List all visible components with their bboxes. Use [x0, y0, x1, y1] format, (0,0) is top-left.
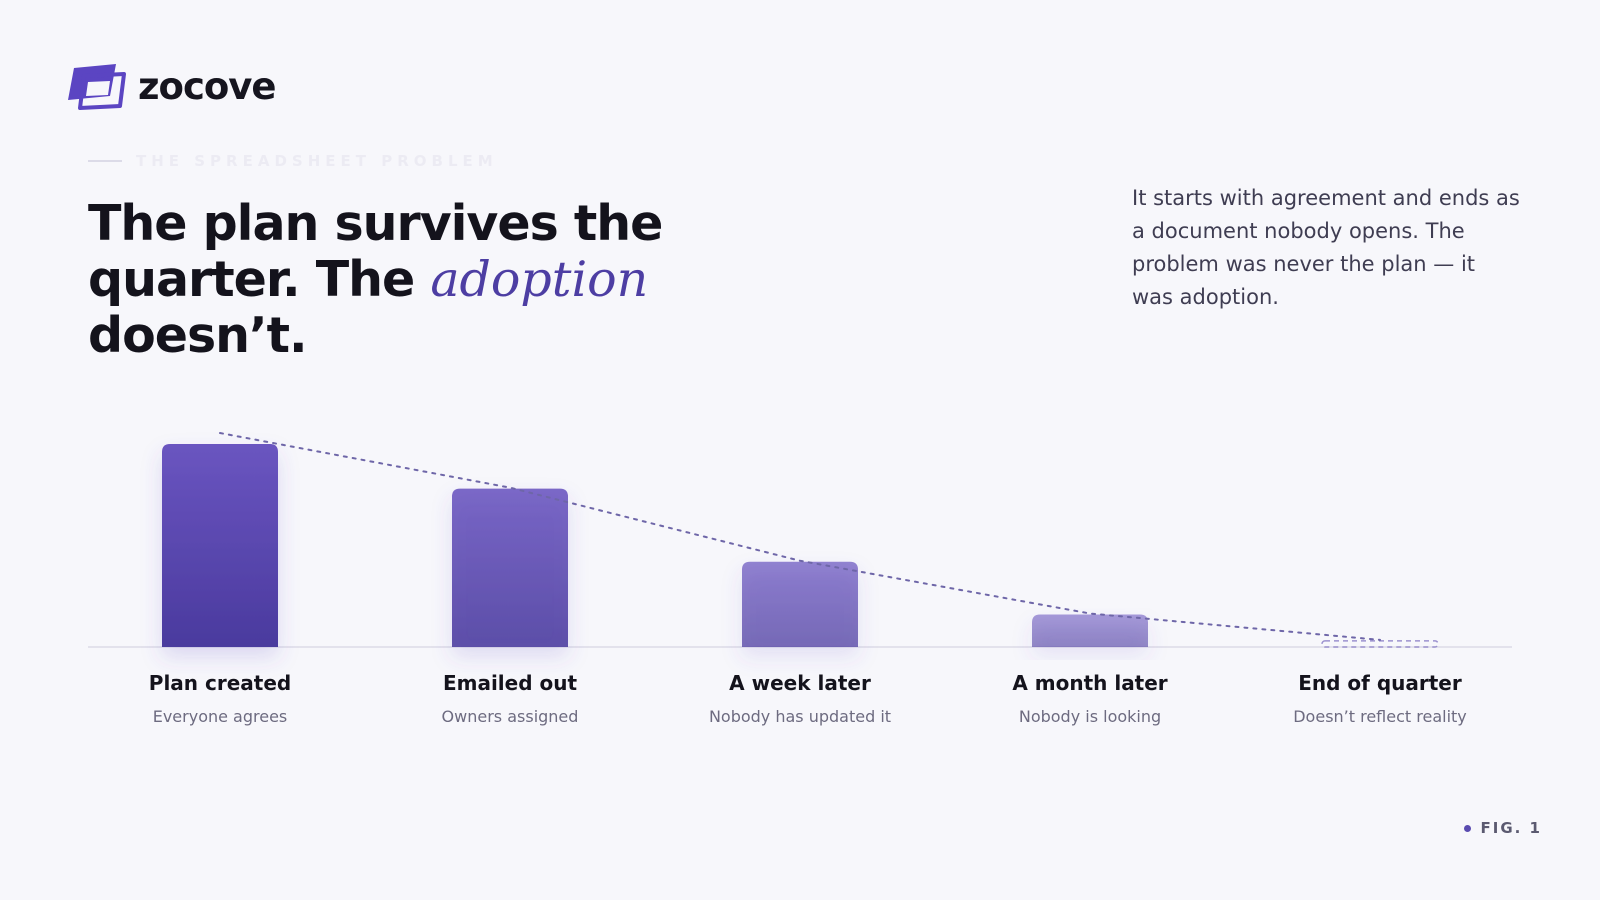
stage-label: A month later [1012, 671, 1168, 695]
chart-bar [742, 561, 858, 647]
figure-label: FIG. 1 [1463, 819, 1543, 837]
stage-subtitle: Owners assigned [441, 707, 579, 726]
title-line-1: The plan survives the [88, 195, 663, 252]
chart-bar [1321, 640, 1439, 648]
figure-number: FIG. 1 [1480, 819, 1542, 837]
stage-subtitle: Nobody is looking [1018, 707, 1162, 726]
eyebrow: THE SPREADSHEET PROBLEM [88, 152, 498, 170]
stage-subtitle: Nobody has updated it [708, 707, 892, 726]
figure-dot-icon [1463, 824, 1471, 832]
chart-bar [1032, 614, 1148, 647]
chart-bar [162, 444, 278, 647]
title-emphasis: adoption [430, 251, 649, 308]
brand-name: zocove [138, 64, 277, 108]
stage: End of quarter Doesn’t reflect reality [1250, 671, 1510, 726]
intro-paragraph: It starts with agreement and ends as a d… [1132, 186, 1520, 309]
title-line-2-end: doesn’t. [88, 307, 308, 364]
stage: A month later Nobody is looking [960, 671, 1220, 726]
stage-label: Emailed out [442, 671, 578, 695]
stage: A week later Nobody has updated it [670, 671, 930, 726]
chart-bar [452, 488, 568, 647]
stage: Emailed out Owners assigned [380, 671, 640, 726]
brand-logo: zocove [64, 62, 277, 110]
stage-label: A week later [729, 671, 871, 695]
page-title: The plan survives the quarter. The adopt… [88, 196, 848, 364]
stage-label: End of quarter [1298, 671, 1462, 695]
eyebrow-text: THE SPREADSHEET PROBLEM [136, 152, 498, 170]
stage-subtitle: Doesn’t reflect reality [1293, 707, 1467, 726]
stage: Plan created Everyone agrees [90, 671, 350, 726]
stage-label: Plan created [148, 671, 292, 695]
stage-subtitle: Everyone agrees [152, 707, 288, 726]
trend-line [219, 432, 1381, 641]
title-line-2-start: quarter. The [88, 251, 431, 308]
stacked-cards-logo-icon [68, 64, 126, 110]
eyebrow-rule [88, 160, 122, 162]
